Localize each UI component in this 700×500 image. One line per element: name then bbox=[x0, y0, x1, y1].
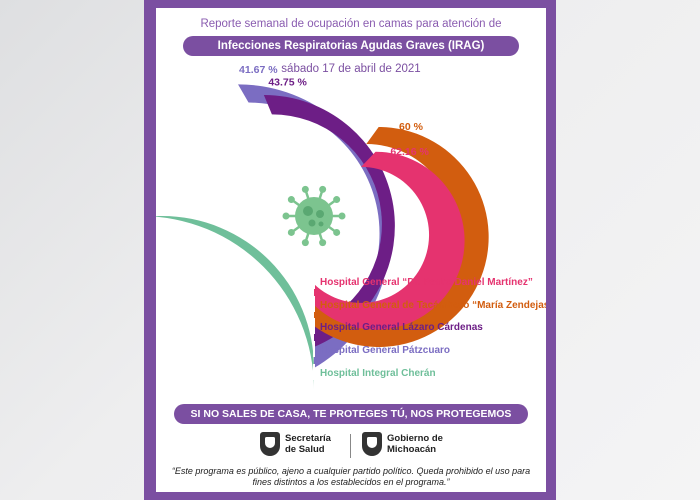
logo-divider bbox=[350, 434, 351, 458]
arc-bar-1 bbox=[314, 151, 465, 330]
logo-left-line1: Secretaría bbox=[285, 433, 331, 444]
logo-left-line2: de Salud bbox=[285, 444, 325, 455]
slogan-banner: SI NO SALES DE CASA, TE PROTEGES TÚ, NOS… bbox=[174, 404, 528, 440]
arc-bar-3 bbox=[263, 94, 395, 348]
logo-right-line2: Michoacán bbox=[387, 444, 437, 455]
legend-tick-1 bbox=[313, 273, 315, 289]
disclaimer: “Este programa es público, ajeno a cualq… bbox=[171, 466, 531, 487]
virus-icon bbox=[282, 185, 346, 247]
value-label-1: 62.16 % bbox=[390, 146, 429, 158]
logos-row: Secretaría de Salud Gobierno de Michoacá… bbox=[156, 432, 546, 462]
legend-label-5: Hospital Integral Cherán bbox=[320, 368, 436, 379]
secretaria-salud-logo: Secretaría de Salud bbox=[260, 432, 331, 456]
title-line-1: Reporte semanal de ocupación en camas pa… bbox=[200, 18, 502, 30]
coat-of-arms-icon bbox=[260, 432, 280, 456]
legend-tick-3 bbox=[313, 318, 315, 334]
legend-label-3: Hospital General Lázaro Cárdenas bbox=[320, 322, 483, 333]
report-date: sábado 17 de abril de 2021 bbox=[281, 63, 421, 75]
value-label-4: 41.67 % bbox=[239, 64, 278, 76]
legend-tick-5 bbox=[313, 364, 315, 380]
arc-bar-5 bbox=[156, 216, 314, 389]
legend-label-4: Hospital General Pátzcuaro bbox=[320, 345, 450, 356]
legend-label-1: Hospital General “Dr. Pedro Daniel Martí… bbox=[320, 277, 533, 288]
legend-tick-2 bbox=[313, 296, 315, 312]
legend-label-2: Hospital General de Tacámbaro “María Zen… bbox=[320, 300, 546, 311]
coat-of-arms-icon bbox=[362, 432, 382, 456]
radial-bar-chart: 25 %41.67 %43.75 %60 %62.16 % Hospital G… bbox=[156, 64, 546, 389]
value-label-2: 60 % bbox=[399, 121, 424, 133]
infographic-card: Reporte semanal de ocupación en camas pa… bbox=[156, 8, 546, 492]
gobierno-michoacan-logo: Gobierno de Michoacán bbox=[362, 432, 443, 456]
logo-right-line1: Gobierno de bbox=[387, 433, 443, 444]
value-label-3: 43.75 % bbox=[268, 76, 307, 88]
legend-tick-4 bbox=[313, 341, 315, 357]
title-line-2: Infecciones Respiratorias Agudas Graves … bbox=[183, 36, 519, 56]
